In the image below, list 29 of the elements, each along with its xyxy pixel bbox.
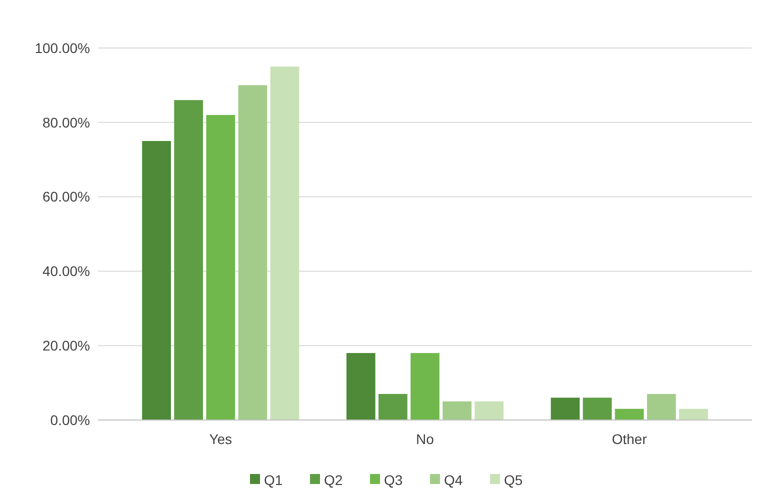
bar xyxy=(238,85,268,420)
legend-label: Q2 xyxy=(324,472,343,488)
bar xyxy=(582,398,612,420)
bar xyxy=(647,394,676,420)
bar xyxy=(378,394,408,420)
bar xyxy=(206,114,236,420)
bar xyxy=(442,401,472,420)
bar xyxy=(346,353,376,420)
y-tick-label: 60.00% xyxy=(42,188,90,205)
y-tick-label: 0.00% xyxy=(50,412,90,428)
x-tick-label: Yes xyxy=(209,431,232,447)
bar xyxy=(614,408,644,420)
bar xyxy=(270,66,300,420)
bar xyxy=(174,100,203,420)
y-tick-label: 80.00% xyxy=(42,114,90,130)
y-tick-label: 100.00% xyxy=(34,40,90,56)
x-tick-label: Other xyxy=(612,431,648,447)
legend-label: Q1 xyxy=(264,472,283,488)
bar xyxy=(550,398,580,420)
x-tick-label: No xyxy=(416,431,434,447)
legend-label: Q4 xyxy=(444,472,463,488)
y-tick-label: 20.00% xyxy=(42,338,90,354)
y-tick-label: 40.00% xyxy=(42,263,90,280)
bar xyxy=(410,353,440,420)
bar xyxy=(474,401,504,420)
legend-label: Q3 xyxy=(384,472,403,488)
bar xyxy=(142,141,171,420)
bar xyxy=(679,408,708,420)
legend-label: Q5 xyxy=(504,472,523,488)
